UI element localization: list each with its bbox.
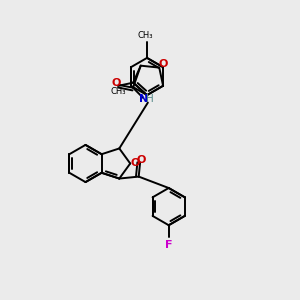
Text: F: F — [165, 240, 172, 250]
Text: O: O — [131, 158, 140, 169]
Text: O: O — [158, 58, 167, 69]
Text: CH₃: CH₃ — [138, 31, 153, 40]
Text: H: H — [146, 94, 154, 103]
Text: N: N — [139, 94, 148, 103]
Text: O: O — [112, 78, 121, 88]
Text: CH₃: CH₃ — [110, 87, 126, 96]
Text: O: O — [136, 154, 146, 165]
